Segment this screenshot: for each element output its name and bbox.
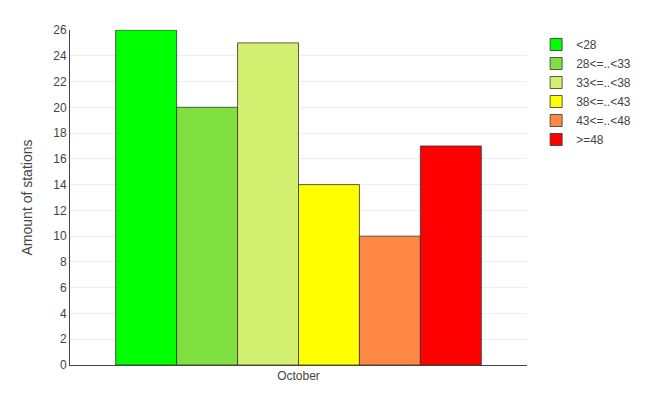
svg-text:20: 20 [53, 101, 67, 115]
svg-text:October: October [277, 369, 320, 383]
svg-text:18: 18 [53, 126, 67, 140]
svg-text:8: 8 [60, 255, 67, 269]
svg-text:33<=..<38: 33<=..<38 [576, 76, 631, 90]
svg-text:10: 10 [53, 229, 67, 243]
svg-text:Amount of stations: Amount of stations [19, 140, 35, 256]
svg-text:6: 6 [60, 281, 67, 295]
svg-text:4: 4 [60, 307, 67, 321]
svg-text:24: 24 [53, 49, 67, 63]
svg-text:0: 0 [60, 358, 67, 372]
svg-text:22: 22 [53, 75, 67, 89]
svg-text:12: 12 [53, 204, 67, 218]
svg-text:2: 2 [60, 332, 67, 346]
svg-text:16: 16 [53, 152, 67, 166]
svg-text:>=48: >=48 [576, 133, 604, 147]
svg-text:38<=..<43: 38<=..<43 [576, 95, 631, 109]
svg-text:43<=..<48: 43<=..<48 [576, 114, 631, 128]
svg-text:26: 26 [53, 23, 67, 37]
svg-text:28<=..<33: 28<=..<33 [576, 57, 631, 71]
svg-text:14: 14 [53, 178, 67, 192]
svg-text:<28: <28 [576, 38, 597, 52]
